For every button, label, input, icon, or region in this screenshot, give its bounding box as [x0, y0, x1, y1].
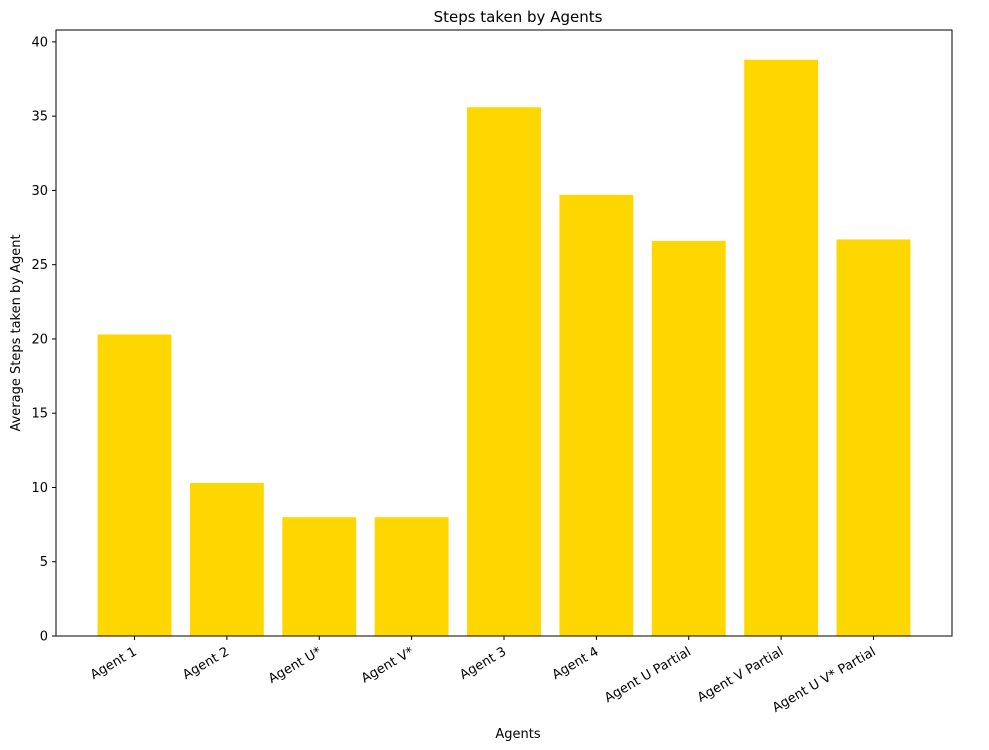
y-tick-label: 5 — [40, 555, 48, 570]
bar — [97, 334, 172, 636]
y-tick-label: 25 — [31, 258, 48, 273]
y-axis-label: Average Steps taken by Agent — [9, 234, 24, 431]
bars-layer — [97, 59, 911, 637]
bar — [559, 194, 634, 636]
y-tick-label: 35 — [31, 110, 48, 125]
bar — [836, 239, 911, 636]
x-tick-label: Agent U V* Partial — [770, 644, 879, 715]
bar — [744, 59, 819, 636]
chart-title: Steps taken by Agents — [434, 8, 603, 26]
x-tick-label: Agent 2 — [180, 644, 232, 682]
bar — [189, 483, 264, 636]
y-tick-label: 20 — [31, 332, 48, 347]
x-tick-label: Agent V Partial — [695, 644, 786, 705]
bar — [282, 517, 357, 636]
bar — [374, 517, 449, 636]
y-tick-label: 15 — [31, 407, 48, 422]
x-axis-label: Agents — [495, 727, 540, 742]
x-tick-label: Agent U Partial — [602, 644, 694, 706]
y-tick-label: 0 — [40, 630, 48, 645]
y-axis: 0 5 10 15 20 25 30 35 40 — [31, 35, 56, 645]
bar — [467, 107, 541, 637]
x-tick-label: Agent 4 — [550, 644, 602, 682]
y-tick-label: 30 — [31, 184, 48, 199]
plot-frame — [55, 29, 953, 637]
y-tick-label: 10 — [31, 481, 48, 496]
y-tick-label: 40 — [31, 35, 48, 50]
x-axis: Agent 1 Agent 2 Agent U* Agent V* Agent 3 Age… — [88, 636, 879, 716]
bar — [651, 240, 726, 636]
x-tick-label: Agent 3 — [457, 644, 509, 682]
x-tick-label: Agent V* — [359, 644, 417, 686]
x-tick-label: Agent U* — [266, 644, 325, 687]
x-tick-label: Agent 1 — [88, 644, 140, 682]
